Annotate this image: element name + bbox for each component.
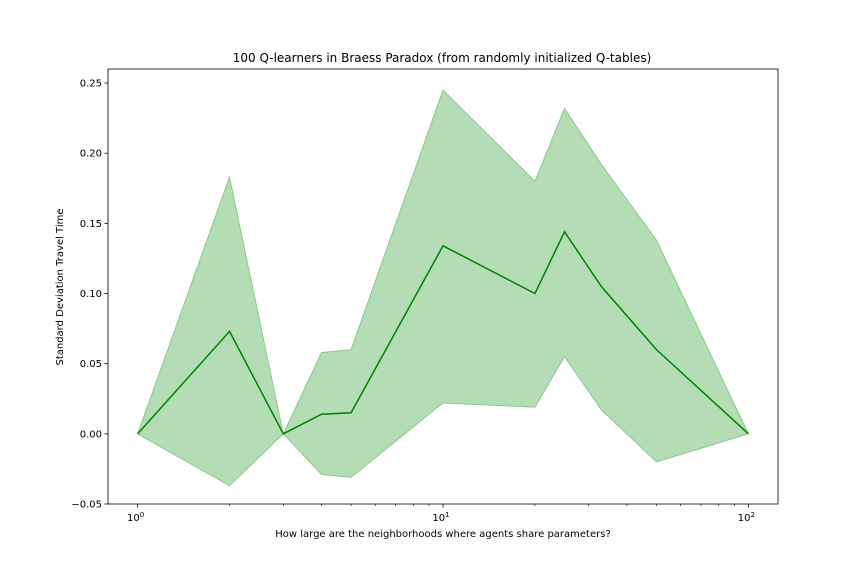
series-line-0 — [137, 230, 749, 435]
plot-area — [136, 89, 750, 487]
y-tick-label: 0.15 — [80, 219, 102, 230]
confidence-band-0 — [136, 89, 750, 487]
y-tick-label: 0.05 — [80, 359, 102, 370]
y-tick-label: 0.20 — [80, 149, 102, 160]
y-tick-label: −0.05 — [71, 500, 102, 511]
x-axis: 100 101 102 — [127, 504, 755, 524]
y-tick-label: 0.00 — [80, 429, 102, 440]
x-axis-label: How large are the neighborhoods where ag… — [275, 529, 611, 540]
x-tick-label: 101 — [432, 511, 449, 524]
y-axis: −0.05 0.00 0.05 0.10 0.15 0.20 0.25 — [71, 79, 108, 511]
x-tick-label: 100 — [127, 511, 144, 524]
chart-title: 100 Q-learners in Braess Paradox (from r… — [233, 51, 652, 65]
y-axis-label: Standard Deviation Travel Time — [55, 208, 66, 365]
x-tick-label: 102 — [738, 511, 755, 524]
y-tick-label: 0.25 — [80, 79, 102, 90]
y-tick-label: 0.10 — [80, 289, 102, 300]
